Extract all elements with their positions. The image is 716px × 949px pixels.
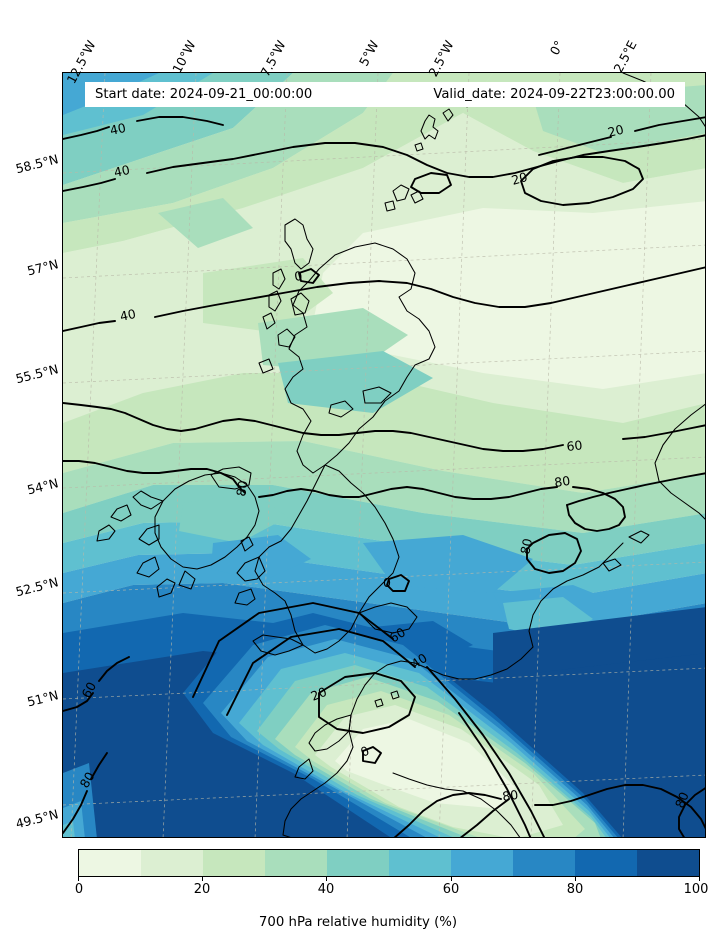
colorbar-segment-1 [141, 850, 203, 876]
contour-label-40: 40 [109, 120, 128, 138]
contour-label-20: 20 [510, 169, 529, 188]
contour-label-60: 60 [387, 624, 408, 645]
y-tick-3: 54°N [25, 475, 60, 498]
contour-label-80: 80 [501, 787, 519, 804]
y-tick-6: 49.5°N [14, 806, 60, 832]
date-banner: Start date: 2024-09-21_00:00:00 Valid_da… [85, 82, 685, 107]
colorbar-segment-4 [327, 850, 389, 876]
colorbar-tick-label-2: 40 [317, 882, 335, 897]
colorbar-tick-mark-2 [326, 877, 327, 881]
contour-label-80: 80 [553, 473, 571, 490]
contour-label-40: 40 [113, 162, 132, 180]
colorbar-ticks: 0 20 40 60 80 100 [74, 877, 708, 899]
colorbar[interactable] [78, 849, 700, 877]
colorbar-segment-9 [637, 850, 699, 876]
y-tick-5: 51°N [25, 687, 60, 710]
contour-label-0: 0 [293, 268, 303, 284]
contour-lines [63, 116, 705, 837]
colorbar-tick-mark-5 [699, 877, 700, 881]
colorbar-tick-label-5: 100 [683, 882, 709, 897]
valid-date-label: Valid_date: 2024-09-22T23:00:00.00 [433, 87, 675, 102]
contour-label-80: 80 [233, 479, 251, 497]
contour-label-80: 80 [77, 769, 98, 790]
map-axes[interactable]: 40 40 40 20 20 0 60 80 80 80 0 60 60 20 … [62, 72, 706, 838]
contour-label-60: 60 [78, 679, 99, 700]
y-tick-2: 55.5°N [14, 361, 60, 387]
colorbar-segment-2 [203, 850, 265, 876]
contour-label-40: 40 [119, 306, 138, 324]
contour-label-60: 60 [566, 437, 583, 454]
colorbar-title: 700 hPa relative humidity (%) [258, 915, 458, 930]
colorbar-segment-6 [451, 850, 513, 876]
contour-label-20: 20 [309, 684, 329, 704]
contour-labels: 40 40 40 20 20 0 60 80 80 80 0 60 60 20 … [77, 120, 692, 810]
colorbar-segment-3 [265, 850, 327, 876]
contour-label-40: 40 [408, 650, 430, 671]
y-tick-4: 52.5°N [14, 574, 60, 600]
coastlines [96, 73, 705, 837]
start-date-label: Start date: 2024-09-21_00:00:00 [95, 87, 313, 102]
colorbar-tick-label-1: 20 [193, 882, 211, 897]
humidity-map: 40 40 40 20 20 0 60 80 80 80 0 60 60 20 … [63, 73, 705, 837]
colorbar-segment-5 [389, 850, 451, 876]
colorbar-tick-mark-0 [78, 877, 79, 881]
colorbar-segment-0 [79, 850, 141, 876]
colorbar-tick-mark-4 [575, 877, 576, 881]
colorbar-tick-label-3: 60 [442, 882, 460, 897]
contour-label-0: 0 [383, 575, 391, 590]
contour-label-20: 20 [606, 121, 625, 139]
colorbar-segment-8 [575, 850, 637, 876]
contour-label-80: 80 [517, 537, 535, 556]
colorbar-tick-label-0: 0 [74, 882, 84, 897]
y-tick-1: 57°N [25, 256, 60, 279]
y-tick-0: 58.5°N [14, 151, 60, 177]
colorbar-tick-label-4: 80 [566, 882, 584, 897]
colorbar-tick-mark-1 [202, 877, 203, 881]
colorbar-segment-7 [513, 850, 575, 876]
contour-label-80: 80 [672, 790, 692, 810]
colorbar-tick-mark-3 [451, 877, 452, 881]
